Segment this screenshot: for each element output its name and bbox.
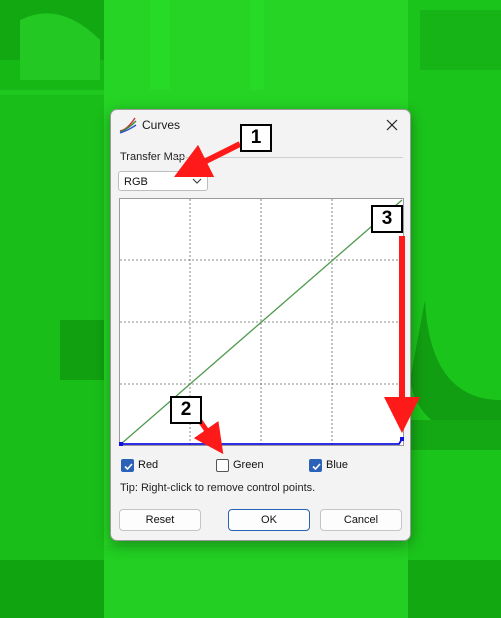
callout-2: 2: [170, 396, 202, 424]
green-curve: [120, 199, 403, 445]
red-checkbox[interactable]: Red: [121, 458, 181, 474]
curve-editor[interactable]: [119, 198, 404, 446]
blue-checkbox[interactable]: Blue: [309, 458, 369, 474]
red-checkbox-box[interactable]: [121, 459, 134, 472]
close-icon: [386, 119, 398, 131]
control-point-end[interactable]: [400, 437, 404, 441]
green-checkbox-box[interactable]: [216, 459, 229, 472]
control-point-start[interactable]: [119, 442, 123, 446]
title-bar: Curves: [111, 110, 410, 140]
transfer-map-dropdown[interactable]: RGB: [118, 171, 208, 191]
checkmark-icon: [312, 463, 321, 471]
transfer-map-label: Transfer Map: [120, 151, 186, 163]
blue-checkbox-label: Blue: [326, 459, 349, 471]
callout-3: 3: [371, 205, 403, 233]
chevron-down-icon: [192, 178, 202, 184]
curves-dialog: Curves Transfer Map RGB: [110, 109, 411, 541]
transfer-map-value: RGB: [124, 176, 148, 188]
blue-checkbox-box[interactable]: [309, 459, 322, 472]
reset-button[interactable]: Reset: [119, 509, 201, 531]
green-checkbox[interactable]: Green: [216, 458, 286, 474]
checkmark-icon: [124, 463, 133, 471]
group-divider: [173, 157, 403, 158]
callout-1: 1: [240, 124, 272, 152]
red-checkbox-label: Red: [138, 459, 159, 471]
ok-button[interactable]: OK: [228, 509, 310, 531]
curves-app-icon: [119, 117, 137, 134]
cancel-button[interactable]: Cancel: [320, 509, 402, 531]
dialog-title: Curves: [142, 118, 181, 132]
close-button[interactable]: [380, 114, 404, 136]
green-checkbox-label: Green: [233, 459, 264, 471]
tip-text: Tip: Right-click to remove control point…: [120, 482, 316, 494]
